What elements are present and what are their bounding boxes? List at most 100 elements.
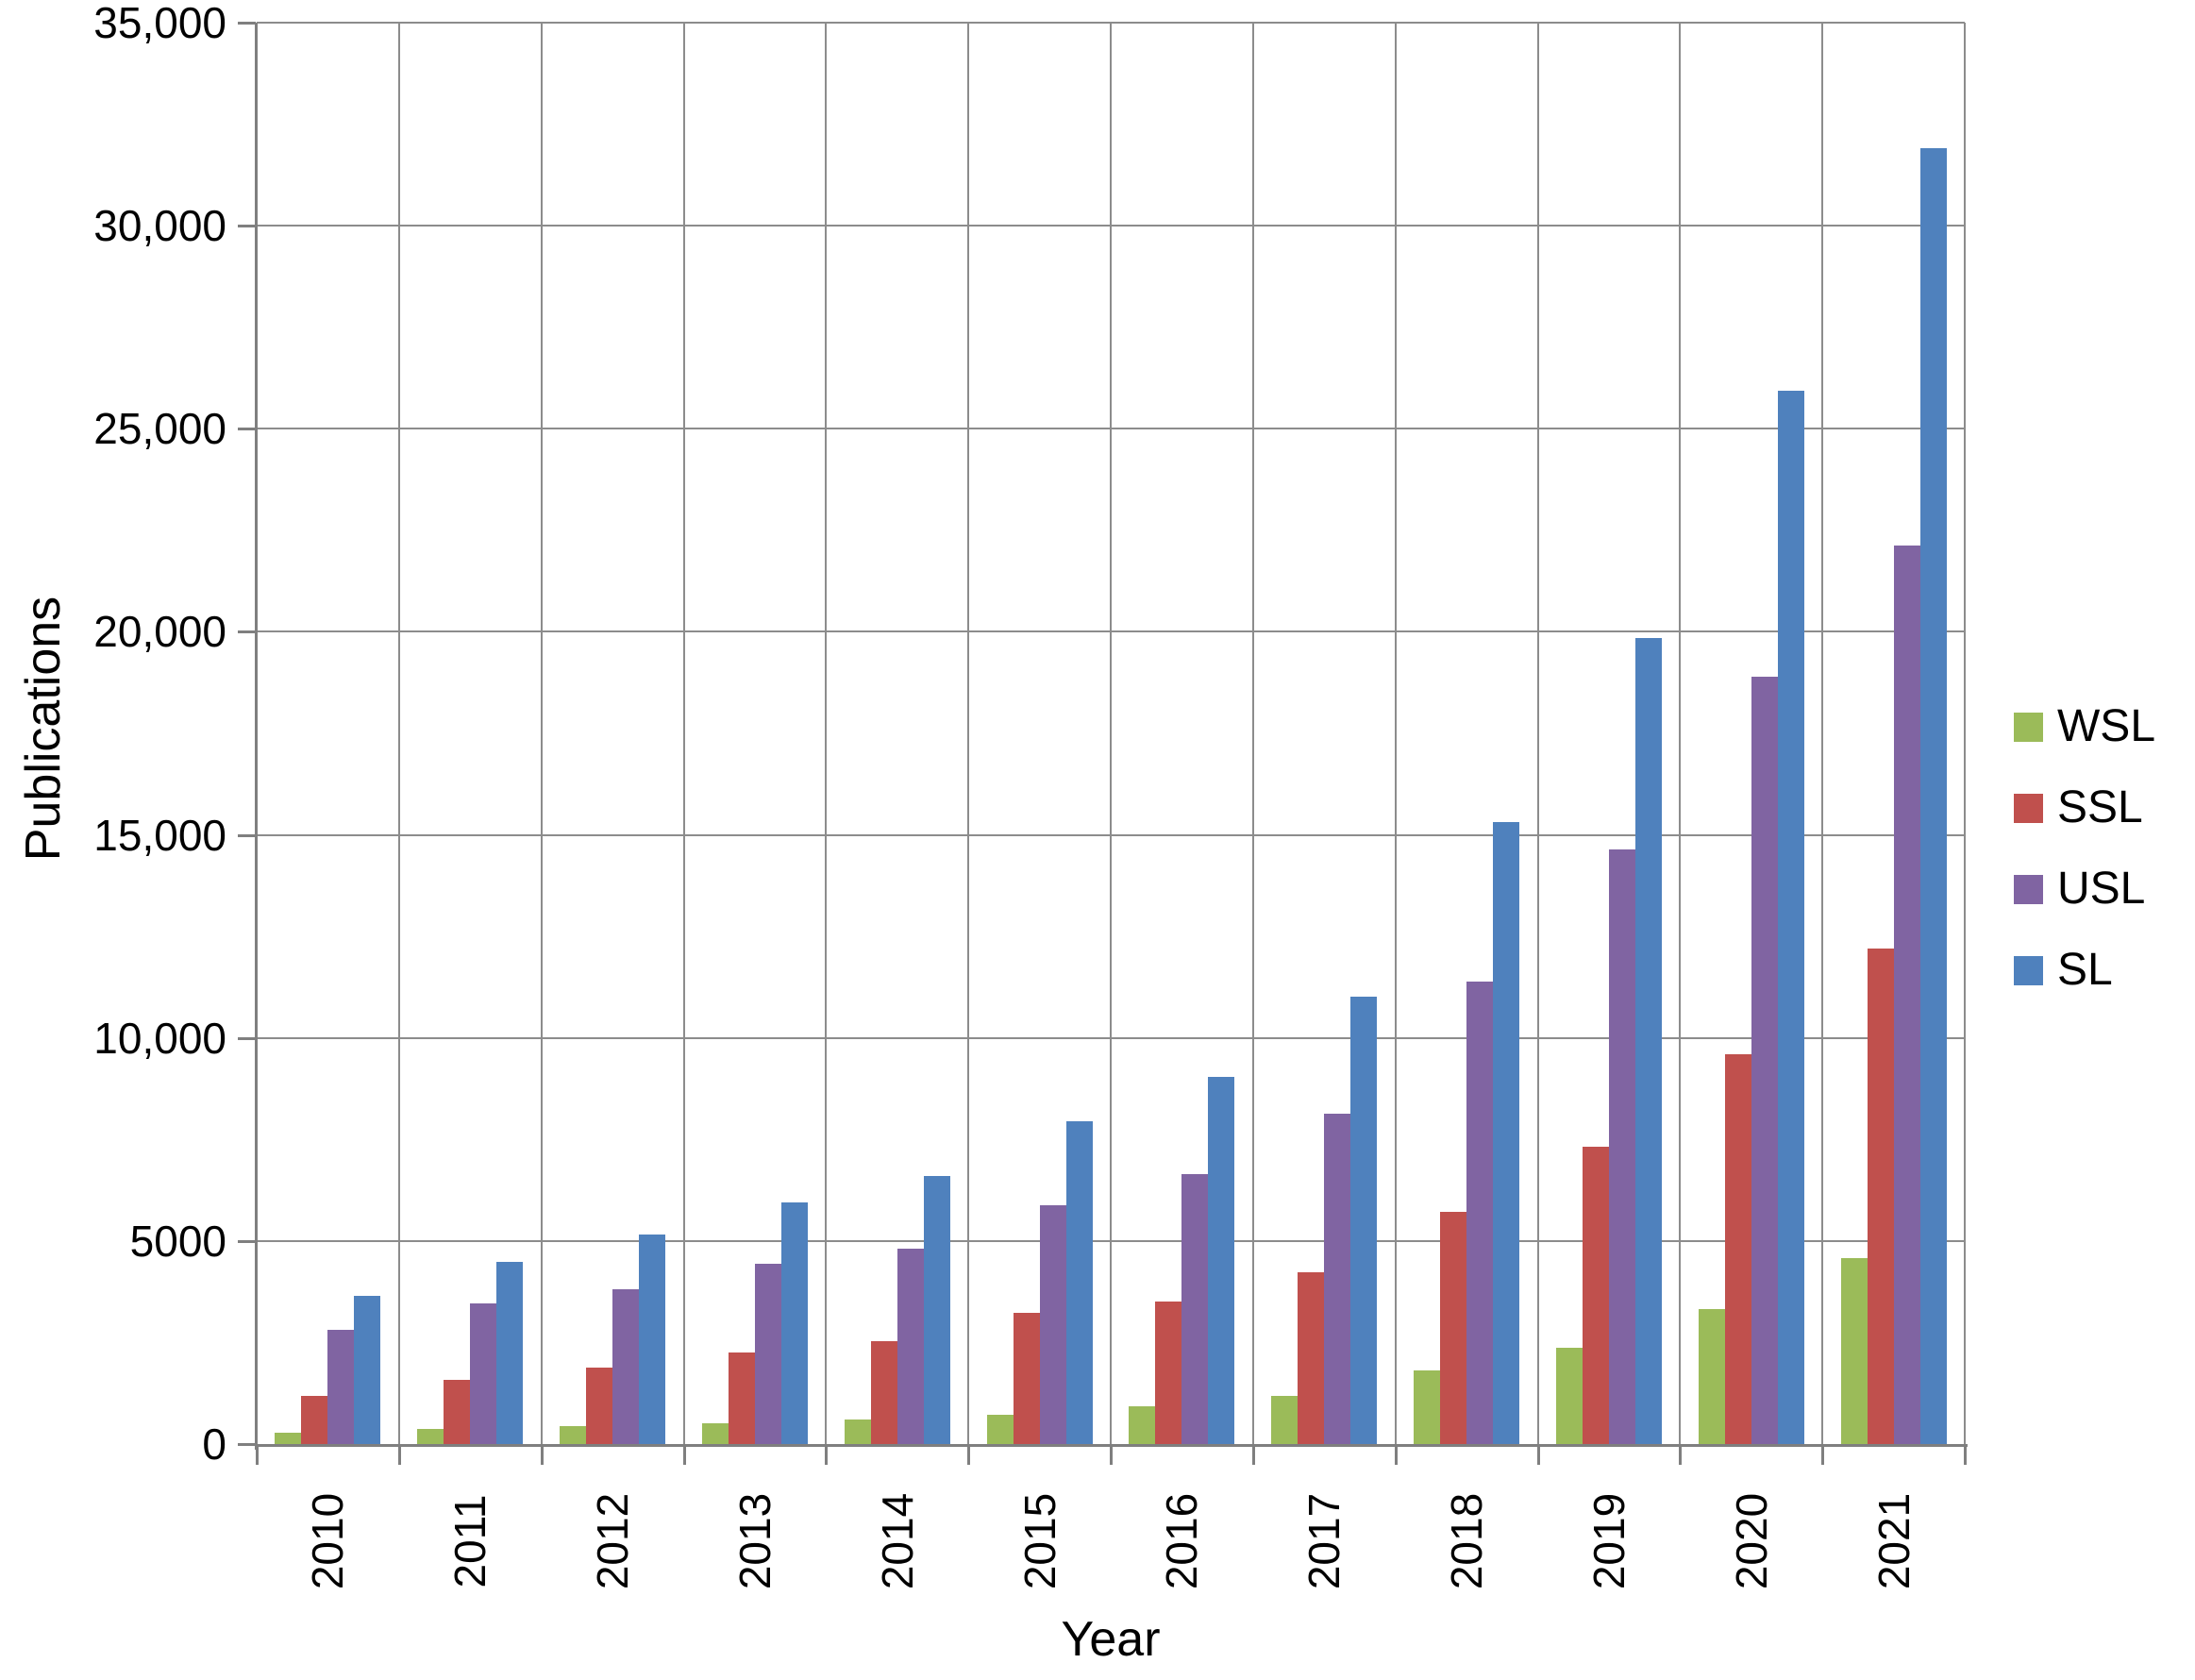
vertical-gridline	[825, 23, 828, 1444]
bar-SSL-2018	[1440, 1212, 1466, 1444]
x-axis-line	[255, 1444, 1968, 1447]
bar-USL-2015	[1040, 1205, 1066, 1444]
plot-area	[257, 22, 1966, 1444]
bar-USL-2018	[1466, 982, 1493, 1444]
vertical-gridline	[1964, 23, 1966, 1444]
bar-USL-2021	[1894, 546, 1920, 1444]
vertical-gridline	[540, 23, 543, 1444]
bar-USL-2014	[897, 1249, 924, 1444]
x-axis-tick	[967, 1447, 971, 1465]
bar-SSL-2017	[1298, 1272, 1324, 1444]
y-tick-label: 15,000	[93, 810, 226, 860]
bar-USL-2010	[327, 1330, 354, 1444]
y-axis-tick	[238, 833, 256, 837]
legend-label-USL: USL	[2057, 864, 2146, 914]
y-tick-label: 20,000	[93, 607, 226, 657]
bar-SSL-2021	[1868, 949, 1894, 1444]
vertical-gridline	[1679, 23, 1682, 1444]
bar-WSL-2014	[845, 1420, 871, 1444]
legend-label-WSL: WSL	[2057, 701, 2156, 751]
y-axis-tick	[238, 225, 256, 228]
bar-USL-2019	[1609, 849, 1635, 1444]
x-axis-title: Year	[1061, 1612, 1161, 1667]
legend-swatch-SL	[2014, 955, 2043, 985]
x-tick-label-2021: 2021	[1869, 1492, 1919, 1590]
bar-WSL-2017	[1271, 1396, 1298, 1444]
x-axis-tick	[397, 1447, 401, 1465]
vertical-gridline	[1821, 23, 1824, 1444]
bar-SL-2017	[1350, 997, 1377, 1444]
bar-SL-2013	[781, 1202, 808, 1444]
x-tick-label-2018: 2018	[1442, 1492, 1491, 1590]
x-tick-label-2014: 2014	[873, 1492, 922, 1590]
bar-SSL-2015	[1014, 1313, 1040, 1444]
x-axis-tick	[1964, 1447, 1967, 1465]
vertical-gridline	[682, 23, 685, 1444]
bar-WSL-2018	[1414, 1370, 1440, 1444]
x-axis-tick	[1821, 1447, 1825, 1465]
bar-SSL-2010	[301, 1396, 327, 1444]
legend-label-SSL: SSL	[2057, 782, 2143, 832]
y-tick-label: 35,000	[93, 0, 226, 47]
bar-WSL-2021	[1841, 1258, 1868, 1444]
y-tick-label: 0	[202, 1420, 226, 1469]
x-axis-tick	[682, 1447, 686, 1465]
bar-USL-2016	[1181, 1174, 1208, 1444]
vertical-gridline	[967, 23, 970, 1444]
x-axis-tick	[1251, 1447, 1255, 1465]
x-tick-label-2020: 2020	[1727, 1492, 1776, 1590]
x-axis-tick	[1394, 1447, 1398, 1465]
x-axis-tick	[1110, 1447, 1113, 1465]
bar-SSL-2019	[1583, 1147, 1609, 1444]
bar-SL-2015	[1066, 1121, 1093, 1444]
x-axis-tick	[256, 1447, 259, 1465]
y-axis-tick	[238, 428, 256, 431]
y-axis-tick	[238, 22, 256, 25]
bar-SSL-2012	[586, 1368, 612, 1444]
legend-swatch-SSL	[2014, 793, 2043, 823]
bar-WSL-2019	[1556, 1348, 1583, 1444]
x-axis-tick	[540, 1447, 544, 1465]
bar-SL-2010	[354, 1296, 380, 1444]
legend-swatch-WSL	[2014, 712, 2043, 742]
vertical-gridline	[1110, 23, 1112, 1444]
bar-USL-2020	[1751, 677, 1778, 1444]
y-axis-tick	[238, 1443, 256, 1446]
legend-swatch-USL	[2014, 874, 2043, 904]
bar-SSL-2011	[444, 1380, 470, 1444]
vertical-gridline	[1251, 23, 1254, 1444]
x-axis-tick	[825, 1447, 829, 1465]
y-axis-title: Publications	[16, 596, 71, 862]
y-tick-label: 10,000	[93, 1013, 226, 1063]
bar-SL-2014	[924, 1176, 950, 1444]
vertical-gridline	[1536, 23, 1539, 1444]
vertical-gridline	[397, 23, 400, 1444]
bar-SL-2018	[1493, 822, 1519, 1444]
bar-WSL-2010	[275, 1433, 301, 1444]
bar-WSL-2020	[1699, 1309, 1725, 1444]
x-tick-label-2019: 2019	[1584, 1492, 1634, 1590]
x-tick-label-2016: 2016	[1157, 1492, 1206, 1590]
y-tick-label: 5000	[129, 1216, 226, 1266]
x-tick-label-2015: 2015	[1015, 1492, 1064, 1590]
legend-item-WSL: WSL	[2014, 702, 2155, 751]
x-tick-label-2010: 2010	[303, 1492, 352, 1590]
bar-WSL-2016	[1129, 1406, 1155, 1444]
legend-item-SL: SL	[2014, 946, 2155, 995]
bar-SL-2016	[1208, 1077, 1234, 1444]
bar-USL-2017	[1324, 1114, 1350, 1444]
bar-SSL-2016	[1155, 1302, 1181, 1444]
legend-item-SSL: SSL	[2014, 783, 2155, 832]
y-axis-tick	[238, 1036, 256, 1040]
y-tick-label: 30,000	[93, 201, 226, 251]
bar-SSL-2014	[871, 1341, 897, 1444]
bar-SSL-2013	[729, 1352, 755, 1444]
bar-SSL-2020	[1725, 1054, 1751, 1444]
x-axis-tick	[1679, 1447, 1683, 1465]
y-tick-label: 25,000	[93, 404, 226, 454]
x-tick-label-2013: 2013	[730, 1492, 779, 1590]
bar-SL-2019	[1635, 638, 1662, 1444]
x-axis-tick	[1536, 1447, 1540, 1465]
bar-SL-2021	[1920, 148, 1947, 1444]
